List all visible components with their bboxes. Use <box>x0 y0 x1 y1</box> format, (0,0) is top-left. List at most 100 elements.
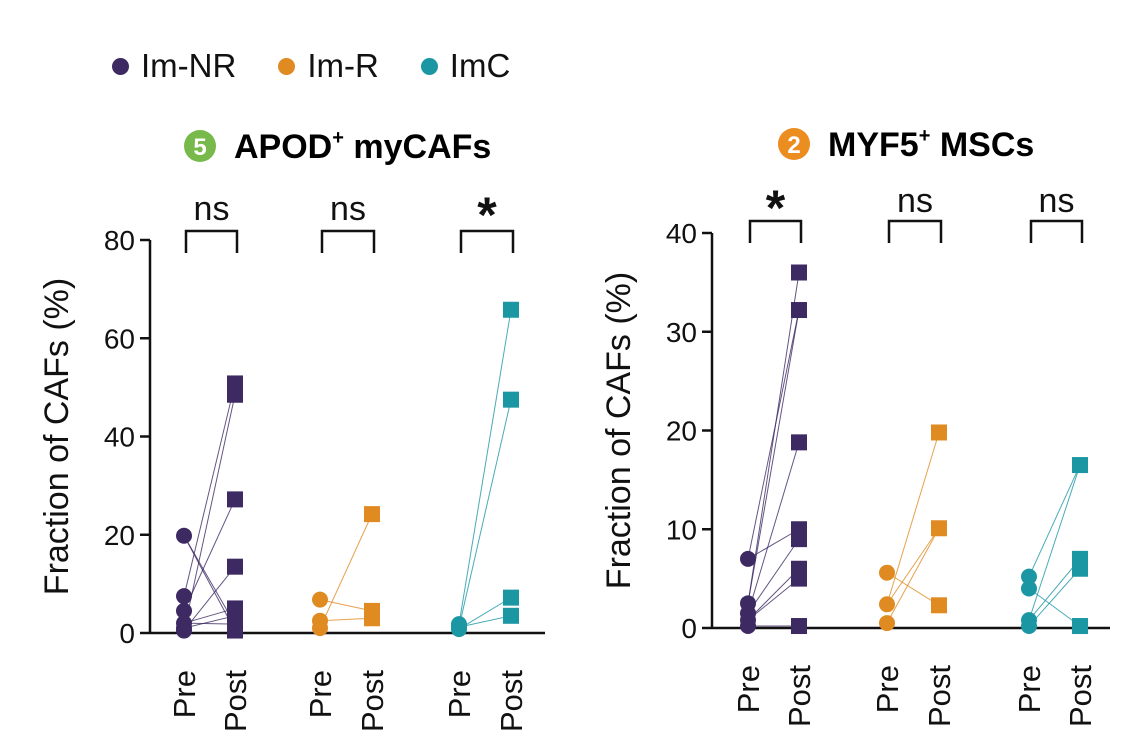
significance-label: ns <box>897 182 933 220</box>
pair-line <box>183 566 236 631</box>
y-tick-label: 30 <box>666 317 697 348</box>
x-label-post: Post <box>494 670 529 732</box>
pre-point <box>879 564 895 581</box>
pair-line <box>458 615 512 628</box>
pre-point <box>1021 618 1037 635</box>
group-im-r: Pre Post ns <box>870 182 957 727</box>
legend-item-im-r: Im-R <box>278 47 379 85</box>
pre-point <box>740 550 756 567</box>
significance-bracket <box>748 219 803 243</box>
pair-line <box>1028 464 1081 621</box>
chart-title-main: MYF5 <box>828 126 919 164</box>
pre-point <box>879 596 895 613</box>
pair-line <box>183 622 236 625</box>
pair-line <box>183 394 236 631</box>
significance-bracket <box>320 229 376 253</box>
y-tick-label: 60 <box>104 323 135 354</box>
pair-line <box>747 578 800 621</box>
x-label-post: Post <box>922 665 957 727</box>
legend-item-imc: ImC <box>420 47 510 85</box>
chart-title: MYF5+ MSCs <box>828 125 1034 164</box>
post-point <box>227 558 243 575</box>
significance-bracket <box>459 229 515 253</box>
pre-point <box>176 588 192 605</box>
significance-label: ns <box>330 190 366 228</box>
pair-line <box>319 599 373 612</box>
y-tick-label: 20 <box>666 416 697 447</box>
title-badge-number: 5 <box>193 134 206 161</box>
legend-marker <box>278 57 296 75</box>
pair-line <box>183 535 236 625</box>
legend-marker <box>420 57 438 75</box>
post-point <box>791 302 807 319</box>
post-point <box>931 597 947 614</box>
post-point <box>227 386 243 403</box>
group-im-nr: Pre Post ns <box>167 190 253 732</box>
post-point <box>227 491 243 508</box>
post-point <box>503 301 519 318</box>
post-point <box>791 264 807 281</box>
pre-point <box>740 618 756 635</box>
post-point <box>1072 618 1088 635</box>
pair-line <box>319 513 373 629</box>
significance-bracket <box>887 219 943 243</box>
post-point <box>364 506 380 523</box>
post-point <box>791 570 807 587</box>
post-point <box>227 622 243 639</box>
chart-panel-2: 2 MYF5+ MSCs 0 10 20 30 40 Fraction of CAFs (%)… <box>600 125 1110 727</box>
group-im-r: Pre Post ns <box>303 190 390 732</box>
post-point <box>791 618 807 635</box>
pair-line <box>1028 568 1081 627</box>
pair-line <box>458 309 512 625</box>
pair-line <box>747 272 800 604</box>
y-tick-label: 20 <box>104 520 135 551</box>
y-tick-label: 40 <box>666 218 697 249</box>
x-label-pre: Pre <box>731 665 766 713</box>
x-label-pre: Pre <box>167 670 202 718</box>
chart-title: APOD+ myCAFs <box>234 127 491 166</box>
post-point <box>791 531 807 548</box>
pair-line <box>1028 464 1081 577</box>
chart-title-rest: MSCs <box>930 126 1034 164</box>
y-tick-label: 80 <box>104 225 135 256</box>
pair-line <box>886 528 940 624</box>
pair-line <box>183 535 236 631</box>
post-point <box>364 610 380 627</box>
y-axis-label: Fraction of CAFs (%) <box>600 272 638 589</box>
title-badge-number: 2 <box>787 132 800 159</box>
pair-line <box>747 568 800 621</box>
title-badge <box>184 130 216 162</box>
pair-line <box>458 399 512 628</box>
x-label-post: Post <box>782 665 817 727</box>
pair-line <box>458 597 512 630</box>
x-label-pre: Pre <box>1012 665 1047 713</box>
x-label-post: Post <box>218 670 253 732</box>
pair-line <box>886 527 940 605</box>
post-point <box>931 520 947 537</box>
x-label-post: Post <box>355 670 390 732</box>
post-point <box>503 391 519 408</box>
legend-label: Im-NR <box>141 47 237 84</box>
pre-point <box>1021 568 1037 585</box>
significance-label: * <box>766 180 786 236</box>
chart-panel-1: 5 APOD+ myCAFs 0 20 40 60 80 Fraction of CAFs (… <box>38 127 545 732</box>
pair-line <box>886 432 940 605</box>
significance-label: * <box>477 187 497 243</box>
post-point <box>503 607 519 624</box>
x-label-pre: Pre <box>870 665 905 713</box>
x-label-pre: Pre <box>442 670 477 718</box>
pre-point <box>176 602 192 619</box>
pair-line <box>747 309 800 604</box>
pair-line <box>747 442 800 614</box>
post-point <box>1072 560 1088 577</box>
x-label-pre: Pre <box>303 670 338 718</box>
pre-point <box>312 620 328 637</box>
pair-line <box>183 607 236 624</box>
legend: Im-NR Im-R ImC <box>112 44 552 88</box>
pair-line <box>747 309 800 559</box>
chart-title-sup: + <box>332 127 344 149</box>
post-point <box>1072 457 1088 474</box>
post-point <box>791 434 807 451</box>
pre-point <box>312 591 328 608</box>
group-imc: Pre Post ns <box>1012 182 1098 727</box>
